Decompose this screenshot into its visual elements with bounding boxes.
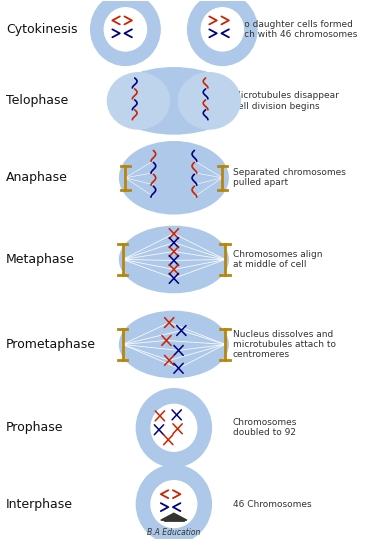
Text: 46 Chromosomes: 46 Chromosomes [233, 500, 311, 509]
Ellipse shape [119, 226, 229, 293]
Text: Cytokinesis: Cytokinesis [6, 23, 78, 36]
Polygon shape [161, 513, 187, 520]
Text: Telophase: Telophase [6, 94, 68, 107]
Text: Nucleus dissolves and
microtubules attach to
centromeres: Nucleus dissolves and microtubules attac… [233, 329, 336, 359]
Ellipse shape [109, 67, 239, 135]
Ellipse shape [136, 464, 212, 541]
Ellipse shape [107, 72, 170, 130]
Text: Prometaphase: Prometaphase [6, 338, 96, 351]
Ellipse shape [119, 311, 229, 378]
Text: Interphase: Interphase [6, 498, 73, 511]
Text: Metaphase: Metaphase [6, 253, 75, 266]
Text: Chromosomes
doubled to 92: Chromosomes doubled to 92 [233, 418, 297, 438]
Ellipse shape [187, 0, 258, 66]
Ellipse shape [90, 0, 161, 66]
Text: Prophase: Prophase [6, 421, 64, 434]
Ellipse shape [150, 403, 198, 453]
Ellipse shape [119, 141, 229, 215]
Ellipse shape [150, 479, 198, 529]
Text: Anaphase: Anaphase [6, 171, 68, 184]
Ellipse shape [103, 6, 148, 52]
Ellipse shape [178, 72, 241, 130]
Ellipse shape [200, 6, 245, 52]
Text: Two daughter cells formed
each with 46 chromosomes: Two daughter cells formed each with 46 c… [233, 19, 357, 39]
Text: Chromosomes align
at middle of cell: Chromosomes align at middle of cell [233, 250, 322, 269]
Ellipse shape [136, 388, 212, 467]
Text: Microtubules disappear
cell division begins: Microtubules disappear cell division beg… [233, 91, 338, 110]
Text: Separated chromosomes
pulled apart: Separated chromosomes pulled apart [233, 168, 346, 187]
Text: B.A Education: B.A Education [147, 528, 200, 537]
